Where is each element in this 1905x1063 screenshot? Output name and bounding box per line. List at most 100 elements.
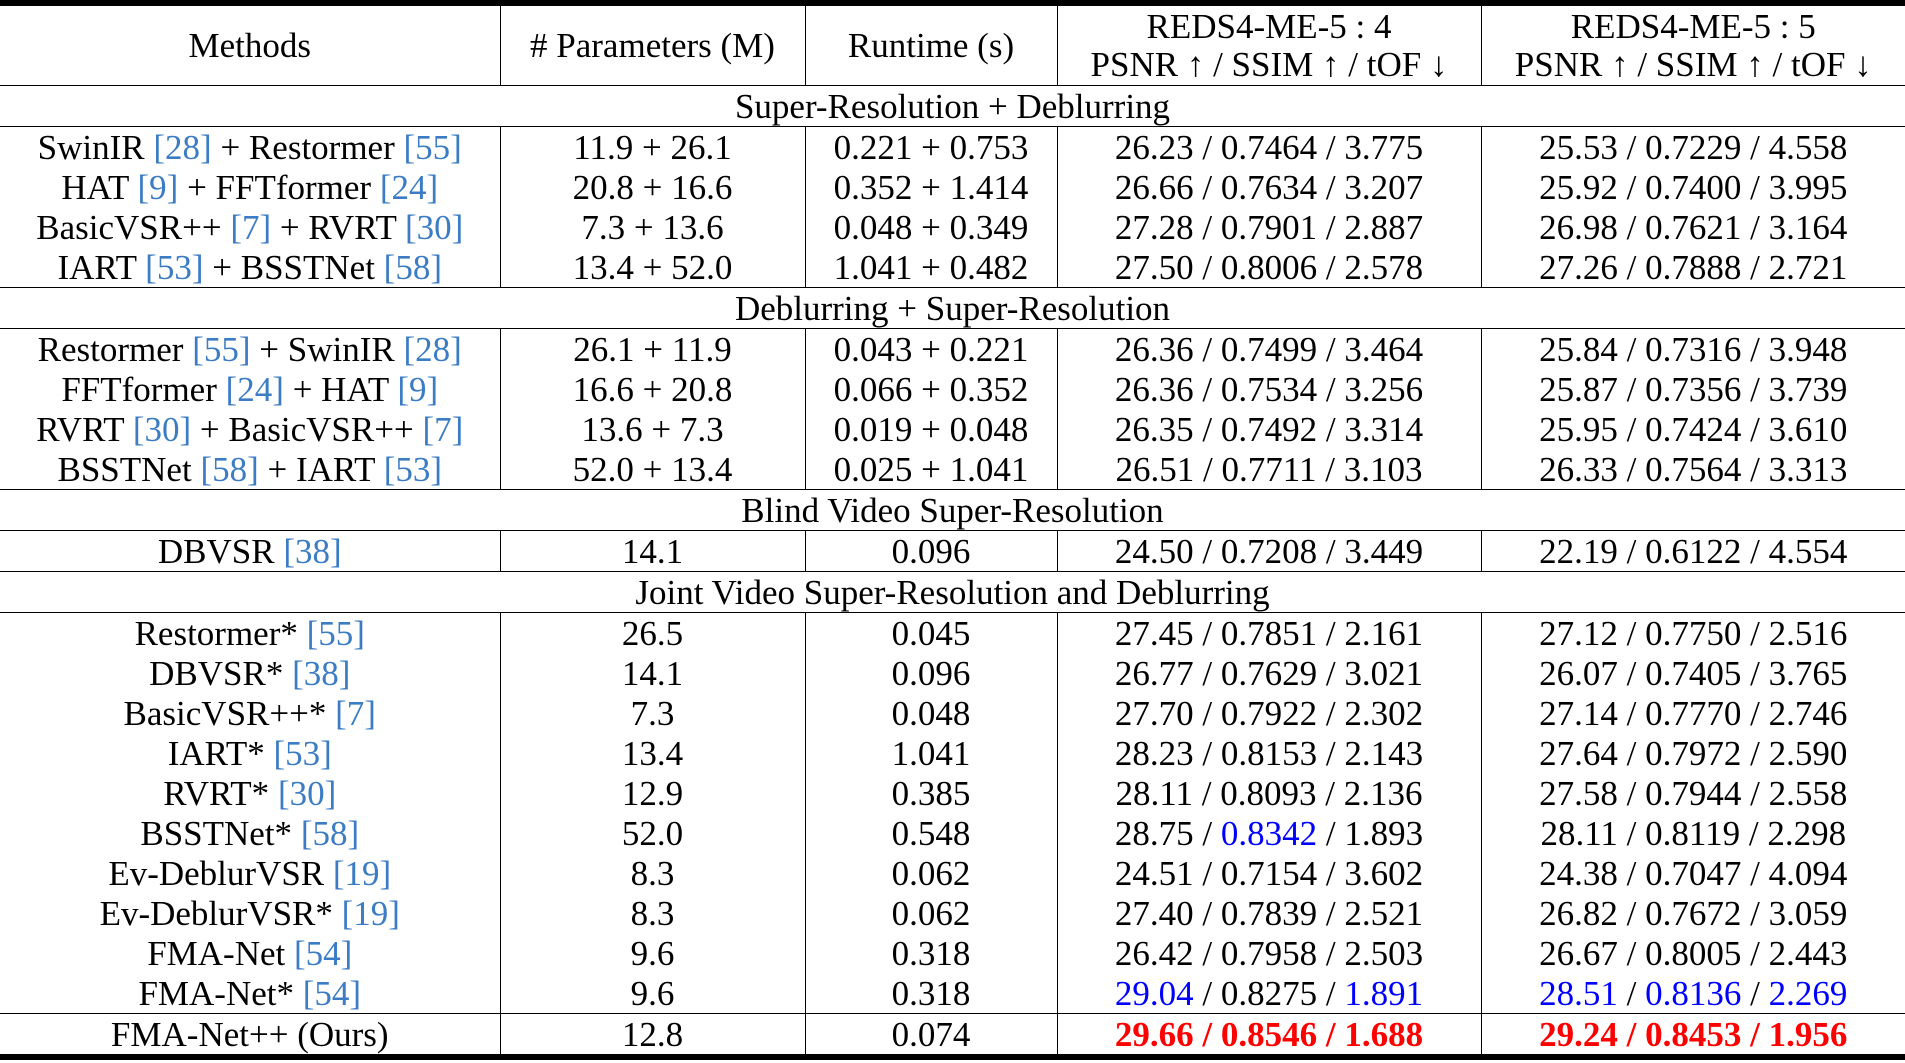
params-cell: 12.9 <box>499 773 805 813</box>
ssim-value: 0.7958 <box>1220 933 1318 973</box>
ssim-value: 0.7424 <box>1645 409 1742 449</box>
method-name: FFTformer <box>61 369 226 409</box>
tof-value: 3.948 <box>1768 329 1848 369</box>
ssim-value: 0.8275 <box>1220 973 1318 1013</box>
citation-link[interactable]: [53] <box>273 733 332 773</box>
citation-link[interactable]: [38] <box>292 653 351 693</box>
table-row: HAT [9] + FFTformer [24] 20.8 + 16.6 0.352… <box>0 167 1905 207</box>
method-name: HAT <box>61 167 138 207</box>
citation-link[interactable]: [30] <box>404 207 464 247</box>
citation-link[interactable]: [7] <box>422 409 464 449</box>
separator: / <box>1741 693 1769 733</box>
citation-link[interactable]: [30] <box>132 409 192 449</box>
header-params: # Parameters (M) <box>499 0 805 86</box>
ssim-value: 0.7464 <box>1220 127 1318 167</box>
section-header-row: Super-Resolution + Deblurring <box>0 85 1905 127</box>
tof-value: 3.449 <box>1344 531 1424 571</box>
table-row: Ev-DeblurVSR [19] 8.3 0.062 24.51 / 0.7154 … <box>0 853 1905 893</box>
citation-link[interactable]: [54] <box>294 933 353 973</box>
runtime-cell: 0.066 + 0.352 <box>804 369 1057 409</box>
table-row: Restormer* [55] 26.5 0.045 27.45 / 0.7851 /… <box>0 612 1905 653</box>
citation-link[interactable]: [7] <box>335 693 376 733</box>
reds4-5-5-metrics: 26.67 / 0.8005 / 2.443 <box>1480 933 1905 973</box>
method-cell: IART [53] + BSSTNet [58] <box>0 247 500 288</box>
citation-link[interactable]: [28] <box>153 127 212 167</box>
ssim-value: 0.7621 <box>1645 207 1742 247</box>
tof-value: 3.103 <box>1343 449 1423 489</box>
citation-link[interactable]: [24] <box>379 167 439 207</box>
psnr-value: 25.92 <box>1539 167 1618 207</box>
citation-link[interactable]: [28] <box>403 329 462 369</box>
citation-link[interactable]: [24] <box>225 369 284 409</box>
params-cell: 52.0 <box>499 813 805 853</box>
separator: / <box>1317 329 1345 369</box>
ssim-value: 0.7944 <box>1645 773 1742 813</box>
citation-link[interactable]: [19] <box>341 893 400 933</box>
ssim-value: 0.8153 <box>1220 733 1318 773</box>
method-cell: BSSTNet* [58] <box>0 813 500 853</box>
method-name: FMA-Net <box>147 933 294 973</box>
separator: / <box>1741 1014 1769 1054</box>
tof-value: 2.590 <box>1768 733 1848 773</box>
citation-link[interactable]: [55] <box>192 329 251 369</box>
citation-link[interactable]: [9] <box>397 369 439 409</box>
citation-link[interactable]: [58] <box>300 813 360 853</box>
runtime-cell: 0.074 <box>804 1013 1057 1060</box>
citation-link[interactable]: [30] <box>277 773 337 813</box>
psnr-value: 27.58 <box>1539 773 1618 813</box>
method-name: + BSSTNet <box>203 247 384 287</box>
method-name: DBVSR <box>157 531 284 571</box>
citation-link[interactable]: [19] <box>332 853 392 893</box>
psnr-value: 27.45 <box>1114 613 1194 653</box>
runtime-cell: 0.048 + 0.349 <box>804 207 1057 247</box>
table-row: IART [53] + BSSTNet [58] 13.4 + 52.0 1.041… <box>0 247 1905 288</box>
tof-value: 3.256 <box>1344 369 1424 409</box>
params-cell: 13.4 <box>499 733 805 773</box>
separator: / <box>1741 773 1769 813</box>
section-label: Deblurring + Super-Resolution <box>0 287 1905 329</box>
tof-value: 3.059 <box>1768 893 1848 933</box>
runtime-cell: 0.048 <box>804 693 1057 733</box>
params-cell: 13.6 + 7.3 <box>499 409 805 449</box>
ssim-value: 0.7405 <box>1645 653 1742 693</box>
psnr-value: 26.07 <box>1539 653 1618 693</box>
header-row: Methods # Parameters (M) Runtime (s) RED… <box>0 0 1905 86</box>
citation-link[interactable]: [53] <box>145 247 204 287</box>
separator: / <box>1617 933 1646 973</box>
method-name: + SwinIR <box>250 329 404 369</box>
method-name: Ev-DeblurVSR* <box>99 893 342 933</box>
tof-value: 2.298 <box>1767 813 1847 853</box>
runtime-cell: 0.062 <box>804 853 1057 893</box>
citation-link[interactable]: [53] <box>383 449 442 489</box>
citation-link[interactable]: [7] <box>230 207 272 247</box>
separator: / <box>1617 127 1646 167</box>
ssim-value: 0.8006 <box>1220 247 1318 287</box>
ssim-value: 0.7316 <box>1645 329 1742 369</box>
table-row: BSSTNet [58] + IART [53] 52.0 + 13.4 0.025… <box>0 449 1905 490</box>
table-row: FMA-Net [54] 9.6 0.318 26.42 / 0.7958 / 2.5… <box>0 933 1905 973</box>
psnr-value: 28.75 <box>1114 813 1194 853</box>
citation-link[interactable]: [54] <box>302 973 362 1013</box>
citation-link[interactable]: [38] <box>283 531 342 571</box>
reds4-5-4-metrics: 26.77 / 0.7629 / 3.021 <box>1056 653 1481 693</box>
separator: / <box>1317 733 1345 773</box>
method-cell: BasicVSR++ [7] + RVRT [30] <box>0 207 500 247</box>
reds4-5-4-metrics: 26.23 / 0.7464 / 3.775 <box>1056 126 1481 167</box>
psnr-value: 27.28 <box>1114 207 1194 247</box>
citation-link[interactable]: [55] <box>306 613 365 653</box>
citation-link[interactable]: [58] <box>200 449 259 489</box>
ssim-value: 0.7888 <box>1645 247 1742 287</box>
citation-link[interactable]: [55] <box>403 127 462 167</box>
citation-link[interactable]: [58] <box>383 247 442 287</box>
reds4-5-4-metrics: 24.51 / 0.7154 / 3.602 <box>1056 853 1481 893</box>
params-cell: 16.6 + 20.8 <box>499 369 805 409</box>
tof-value: 2.578 <box>1344 247 1424 287</box>
psnr-value: 25.84 <box>1539 329 1618 369</box>
separator: / <box>1193 933 1221 973</box>
separator: / <box>1617 853 1646 893</box>
reds4-5-5-metrics: 27.58 / 0.7944 / 2.558 <box>1480 773 1905 813</box>
ssim-value: 0.8119 <box>1645 813 1741 853</box>
separator: / <box>1617 167 1646 207</box>
citation-link[interactable]: [9] <box>137 167 179 207</box>
